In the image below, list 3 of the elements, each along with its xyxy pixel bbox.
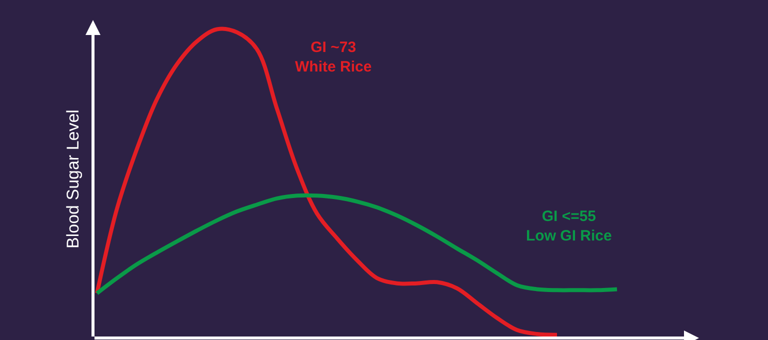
y-axis-title: Blood Sugar Level <box>64 110 83 248</box>
series-label: GI ~73 White Rice <box>295 39 372 76</box>
text: GI <=55 Low GI Rice <box>526 208 612 244</box>
